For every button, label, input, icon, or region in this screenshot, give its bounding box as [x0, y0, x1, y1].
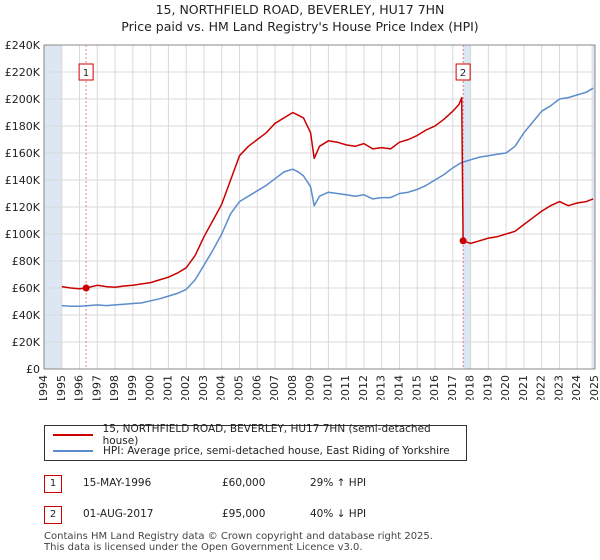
x-tick-label: 2005	[233, 375, 246, 400]
y-tick-label: £200K	[5, 93, 41, 106]
y-tick-label: £20K	[12, 336, 41, 349]
footer-line-1: Contains HM Land Registry data © Crown c…	[44, 531, 433, 542]
annotation-date-2: 01-AUG-2017	[83, 508, 154, 520]
x-tick-label: 2016	[428, 375, 441, 400]
x-tick-label: 2015	[410, 375, 423, 400]
legend-label-hpi: HPI: Average price, semi-detached house,…	[103, 445, 450, 457]
x-tick-label: 2021	[517, 375, 530, 400]
y-tick-label: £240K	[5, 39, 41, 52]
x-tick-label: 2009	[304, 375, 317, 400]
x-tick-label: 2011	[339, 375, 352, 400]
annotation-badge-2: 2	[44, 506, 62, 524]
marker-badge-label-2: 2	[460, 68, 466, 79]
annotation-price-1: £60,000	[222, 477, 266, 489]
annotation-hpi-2: 40% ↓ HPI	[310, 508, 367, 520]
x-tick-label: 2019	[481, 375, 494, 400]
legend-label-property: 15, NORTHFIELD ROAD, BEVERLEY, HU17 7HN …	[102, 423, 431, 447]
y-tick-label: £0	[26, 363, 40, 376]
y-tick-label: £100K	[5, 228, 41, 241]
y-tick-label: £140K	[5, 174, 41, 187]
x-tick-label: 2013	[375, 375, 388, 400]
x-tick-label: 2023	[552, 375, 565, 400]
plot-border	[43, 44, 596, 370]
legend: 15, NORTHFIELD ROAD, BEVERLEY, HU17 7HN …	[44, 423, 467, 461]
x-tick-label: 2006	[250, 375, 263, 400]
x-tick-label: 1999	[126, 375, 139, 400]
footer: Contains HM Land Registry data © Crown c…	[44, 531, 433, 553]
x-tick-label: 2012	[357, 375, 370, 400]
chart-subtitle: Price paid vs. HM Land Registry's House …	[121, 19, 479, 34]
x-tick-label: 2018	[464, 375, 477, 400]
sale-point-1	[82, 284, 90, 292]
x-tick-label: 2000	[144, 375, 157, 400]
legend-swatch-property	[53, 434, 93, 436]
x-tick-label: 2002	[179, 375, 192, 400]
y-tick-label: £40K	[12, 309, 41, 322]
x-tick-label: 1996	[73, 375, 86, 400]
x-tick-label: 2010	[321, 375, 334, 400]
x-tick-label: 1994	[37, 375, 50, 400]
series-line-property	[61, 96, 594, 290]
marker-badge-1	[78, 63, 94, 81]
x-tick-label: 2014	[392, 375, 405, 400]
marker-badge-label-1: 1	[83, 68, 89, 79]
x-tick-label: 2001	[161, 375, 174, 400]
y-tick-label: £220K	[5, 66, 41, 79]
x-tick-label: 2024	[570, 375, 583, 400]
x-tick-label: 2017	[446, 375, 459, 400]
x-tick-label: 2025	[588, 375, 600, 400]
y-tick-label: £80K	[12, 255, 41, 268]
x-tick-label: 2004	[215, 375, 228, 400]
x-tick-label: 1995	[55, 375, 68, 400]
y-tick-label: £60K	[12, 282, 41, 295]
legend-item-property: 15, NORTHFIELD ROAD, BEVERLEY, HU17 7HN …	[53, 423, 466, 447]
legend-swatch-hpi	[53, 450, 93, 452]
x-tick-label: 2022	[535, 375, 548, 400]
annotation-hpi-1: 29% ↑ HPI	[310, 477, 367, 489]
y-tick-label: £120K	[5, 201, 41, 214]
x-tick-label: 1997	[90, 375, 103, 400]
chart-title: 15, NORTHFIELD ROAD, BEVERLEY, HU17 7HN	[155, 2, 445, 17]
footer-line-2: This data is licensed under the Open Gov…	[44, 542, 363, 553]
y-tick-label: £180K	[5, 120, 41, 133]
annotation-price-2: £95,000	[222, 508, 266, 520]
series-line-hpi	[61, 87, 594, 307]
y-tick-label: £160K	[5, 147, 41, 160]
x-tick-label: 2020	[499, 375, 512, 400]
annotation-date-1: 15-MAY-1996	[83, 477, 152, 489]
annotation-badge-1: 1	[44, 475, 62, 493]
marker-badge-2	[455, 63, 471, 81]
x-tick-label: 1998	[108, 375, 121, 400]
legend-item-hpi: HPI: Average price, semi-detached house,…	[53, 443, 450, 459]
x-tick-label: 2008	[286, 375, 299, 400]
x-tick-label: 2003	[197, 375, 210, 400]
price-chart: £0 £20K £40K £60K £80K £100K £120K £140K £160K £1…	[5, 39, 600, 400]
sale-point-2	[459, 237, 467, 245]
x-tick-label: 2007	[268, 375, 281, 400]
